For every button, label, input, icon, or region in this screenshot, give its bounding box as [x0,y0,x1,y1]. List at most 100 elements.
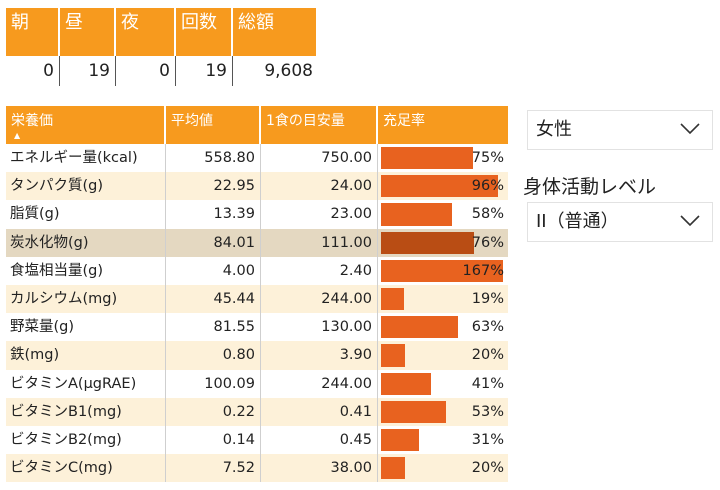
fulfillment-cell: 19% [378,285,508,313]
table-row[interactable]: 脂質(g) 13.39 23.00 58% [6,200,508,229]
nutrient-name: ビタミンB1(mg) [6,397,166,426]
average-value: 7.52 [166,454,261,483]
fulfillment-percent: 20% [471,347,504,364]
fulfillment-percent: 41% [471,375,504,392]
table-row[interactable]: カルシウム(mg) 45.44 244.00 19% [6,284,508,314]
average-value: 13.39 [166,200,261,229]
table-row[interactable]: 野菜量(g) 81.55 130.00 63% [6,313,508,342]
fulfillment-percent: 19% [471,290,504,307]
average-value: 0.22 [166,397,261,426]
nutrient-name: エネルギー量(kcal) [6,144,166,173]
target-value: 244.00 [261,369,378,398]
fulfillment-bar [381,344,406,367]
fulfillment-bar [381,372,432,395]
target-value: 750.00 [261,144,378,173]
target-value: 0.41 [261,397,378,426]
column-header-fulfillment[interactable]: 充足率 [383,113,425,129]
nutrient-header-row: 栄養価 ▲ 平均値 1食の目安量 充足率 [6,106,508,144]
fulfillment-bar [381,231,474,254]
summary-value-row: 0 19 0 19 9,608 [6,56,318,86]
nutrient-table: 栄養価 ▲ 平均値 1食の目安量 充足率 エネルギー量(kcal) 558.80 7… [6,106,508,483]
average-value: 100.09 [166,369,261,398]
table-row[interactable]: ビタミンB2(mg) 0.14 0.45 31% [6,425,508,455]
fulfillment-bar [381,457,406,480]
fulfillment-bar [381,203,452,226]
column-header-nutrient[interactable]: 栄養価 ▲ [6,106,166,144]
nutrient-name: 野菜量(g) [6,313,166,342]
target-value: 38.00 [261,454,378,483]
chevron-down-icon [680,123,700,135]
fulfillment-percent: 76% [471,234,504,251]
table-row[interactable]: ビタミンB1(mg) 0.22 0.41 53% [6,397,508,426]
average-value: 84.01 [166,228,261,257]
fulfillment-percent: 53% [471,403,504,420]
nutrient-name: タンパク質(g) [6,172,166,201]
fulfillment-cell: 63% [378,313,508,341]
target-value: 0.45 [261,425,378,455]
fulfillment-cell: 76% [378,229,508,257]
nutrient-name: 食塩相当量(g) [6,256,166,285]
table-row[interactable]: 鉄(mg) 0.80 3.90 20% [6,341,508,370]
table-row[interactable]: ビタミンA(μgRAE) 100.09 244.00 41% [6,369,508,398]
gender-dropdown[interactable]: 女性 [527,110,713,150]
fulfillment-bar [381,400,446,423]
column-header-average[interactable]: 平均値 [166,106,261,144]
column-header-target[interactable]: 1食の目安量 [261,106,378,144]
fulfillment-percent: 20% [471,460,504,477]
summary-header-row: 朝 昼 夜 回数 総額 [6,8,318,56]
target-value: 130.00 [261,313,378,342]
average-value: 558.80 [166,144,261,173]
target-value: 244.00 [261,284,378,314]
nutrient-name: ビタミンB2(mg) [6,425,166,455]
table-row[interactable]: 食塩相当量(g) 4.00 2.40 167% [6,256,508,285]
nutrient-name: 脂質(g) [6,200,166,229]
value-total: 9,608 [264,61,313,81]
fulfillment-percent: 75% [471,150,504,166]
header-dinner: 夜 [116,8,176,56]
table-row[interactable]: 炭水化物(g) 84.01 111.00 76% [6,228,508,257]
activity-level-title: 身体活動レベル [523,176,657,198]
column-header-nutrient-label: 栄養価 [11,113,53,129]
fulfillment-percent: 63% [471,319,504,336]
fulfillment-percent: 58% [471,206,504,223]
table-row[interactable]: タンパク質(g) 22.95 24.00 96% [6,172,508,201]
table-row[interactable]: エネルギー量(kcal) 558.80 750.00 75% [6,144,508,173]
fulfillment-percent: 96% [471,178,504,195]
value-count: 19 [176,56,233,86]
nutrient-name: ビタミンA(μgRAE) [6,369,166,398]
header-total: 総額 [233,8,318,56]
average-value: 4.00 [166,256,261,285]
nutrient-table-body: エネルギー量(kcal) 558.80 750.00 75% タンパク質(g) 22.95… [6,144,508,483]
fulfillment-cell: 20% [378,454,508,482]
target-value: 111.00 [261,228,378,257]
fulfillment-bar [381,259,503,282]
target-value: 24.00 [261,172,378,201]
activity-level-dropdown[interactable]: II（普通） [527,202,713,242]
table-row[interactable]: ビタミンC(mg) 7.52 38.00 20% [6,454,508,483]
average-value: 0.80 [166,341,261,370]
fulfillment-percent: 167% [462,262,504,279]
summary-table: 朝 昼 夜 回数 総額 0 19 0 19 9,608 [6,8,318,86]
nutrient-name: 鉄(mg) [6,341,166,370]
header-breakfast: 朝 [6,8,60,56]
chevron-down-icon [680,215,700,227]
fulfillment-bar [381,287,405,311]
target-value: 2.40 [261,256,378,285]
sort-ascending-icon: ▲ [14,131,21,140]
average-value: 81.55 [166,313,261,342]
average-value: 45.44 [166,284,261,314]
target-value: 3.90 [261,341,378,370]
fulfillment-bar [381,147,473,170]
nutrient-name: ビタミンC(mg) [6,454,166,483]
value-breakfast: 0 [6,56,60,86]
average-value: 22.95 [166,172,261,201]
fulfillment-bar [381,428,419,452]
nutrient-name: カルシウム(mg) [6,284,166,314]
activity-level-value: II（普通） [536,211,619,232]
fulfillment-cell: 31% [378,426,508,454]
average-value: 0.14 [166,425,261,455]
fulfillment-cell: 167% [378,257,508,285]
fulfillment-cell: 96% [378,172,508,200]
fulfillment-percent: 31% [471,431,504,448]
fulfillment-cell: 58% [378,200,508,228]
